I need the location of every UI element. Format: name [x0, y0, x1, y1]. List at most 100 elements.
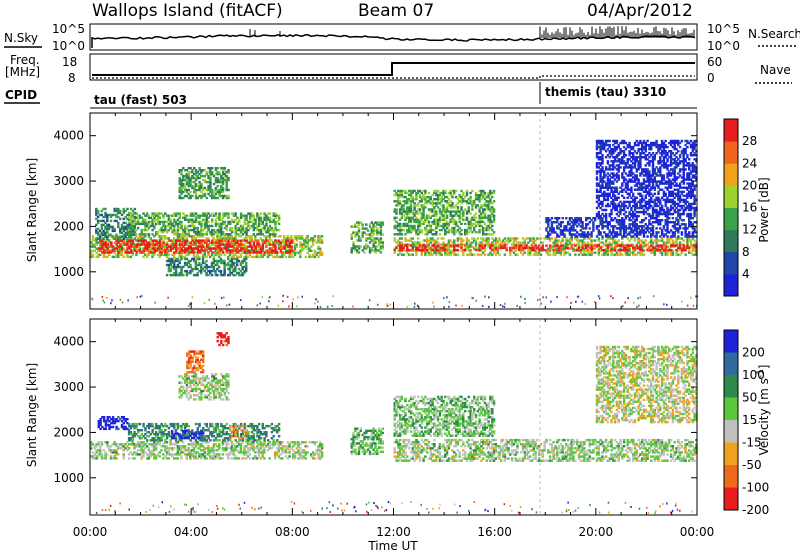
heatmap-cell [147, 214, 151, 217]
heatmap-cell [187, 178, 190, 182]
heatmap-cell [471, 241, 474, 244]
heatmap-cell [478, 206, 481, 209]
heatmap-cell [482, 251, 485, 254]
heatmap-cell [559, 253, 563, 256]
heatmap-cell [124, 249, 127, 252]
heatmap-cell [310, 249, 313, 252]
heatmap-cell [424, 253, 427, 256]
heatmap-cell [639, 244, 642, 247]
heatmap-cell [576, 217, 579, 220]
heatmap-cell [402, 224, 405, 228]
heatmap-cell [194, 218, 198, 221]
heatmap-cell [666, 221, 669, 224]
heatmap-cell [695, 231, 698, 234]
heatmap-cell [198, 216, 201, 219]
heatmap-cell [196, 255, 199, 259]
heatmap-cell [200, 271, 203, 275]
heatmap-cell [427, 191, 431, 195]
heatmap-cell [368, 249, 372, 252]
heatmap-cell [203, 222, 207, 226]
heatmap-cell [230, 257, 233, 261]
heatmap-cell [229, 233, 232, 236]
heatmap-cell [651, 241, 655, 244]
heatmap-cell [174, 212, 178, 215]
heatmap-cell [241, 261, 244, 265]
heatmap-cell [487, 228, 490, 232]
heatmap-cell [162, 222, 165, 226]
heatmap-cell [205, 241, 209, 244]
heatmap-cell [189, 245, 192, 248]
heatmap-cell [185, 233, 189, 236]
heatmap-cell [662, 227, 666, 230]
heatmap-cell [207, 174, 210, 178]
heatmap-cell [267, 218, 270, 221]
heatmap-cell [122, 221, 125, 225]
heatmap-cell [417, 222, 420, 226]
heatmap-cell [144, 243, 147, 246]
heatmap-cell [398, 251, 402, 254]
heatmap-cell [438, 243, 442, 246]
heatmap-cell [651, 225, 655, 228]
heatmap-cell [265, 228, 268, 232]
heatmap-cell [613, 174, 617, 177]
heatmap-cell [207, 265, 210, 269]
heatmap-cell [435, 212, 438, 215]
heatmap-cell [577, 245, 581, 248]
heatmap-cell [223, 214, 227, 217]
heatmap-cell [129, 218, 133, 221]
heatmap-cell [608, 229, 611, 232]
heatmap-cell [565, 251, 568, 254]
heatmap-cell [126, 217, 129, 221]
heatmap-cell [372, 231, 375, 234]
heatmap-cell [599, 206, 602, 210]
heatmap-cell [274, 228, 277, 232]
heatmap-cell [173, 245, 176, 248]
heatmap-cell [444, 231, 447, 234]
heatmap-cell [588, 237, 591, 240]
heatmap-cell [413, 204, 416, 207]
heatmap-cell [655, 231, 658, 234]
heatmap-cell [474, 191, 478, 195]
heatmap-cell [254, 222, 257, 226]
heatmap-cell [173, 251, 176, 254]
heatmap-cell [99, 253, 102, 257]
heatmap-cell [135, 222, 138, 226]
heatmap-cell [621, 217, 624, 220]
heatmap-cell [216, 247, 219, 250]
heatmap-cell [530, 244, 534, 247]
heatmap-cell [189, 247, 192, 250]
heatmap-cell [523, 244, 526, 247]
heatmap-cell [610, 176, 613, 179]
heatmap-cell [467, 198, 470, 201]
heatmap-cell [259, 247, 263, 250]
heatmap-cell [232, 245, 235, 248]
heatmap-cell [411, 243, 414, 246]
heatmap-cell [144, 253, 147, 257]
heatmap-cell [221, 180, 225, 184]
heatmap-cell [151, 214, 154, 217]
heatmap-cell [100, 227, 103, 231]
heatmap-cell [270, 243, 274, 246]
heatmap-cell [458, 200, 461, 203]
heatmap-cell [489, 198, 492, 201]
heatmap-cell [608, 186, 611, 189]
heatmap-cell [252, 249, 256, 252]
heatmap-cell [601, 182, 604, 185]
heatmap-cell [615, 219, 619, 222]
heatmap-cell [205, 180, 208, 184]
heatmap-cell [176, 233, 180, 236]
heatmap-cell [628, 217, 631, 220]
heatmap-cell [595, 188, 599, 191]
heatmap-cell [646, 248, 649, 252]
heatmap-cell [653, 251, 656, 254]
heatmap-cell [247, 224, 250, 228]
heatmap-cell [228, 273, 232, 277]
heatmap-cell [306, 237, 309, 240]
nsky-panel: N.Sky 10^5 10^0 10^5 10^0 N.Search [4, 22, 800, 53]
heatmap-cell [230, 226, 234, 230]
heatmap-cell [290, 251, 293, 254]
heatmap-cell [408, 193, 411, 197]
heatmap-cell [682, 223, 685, 226]
heatmap-cell [617, 233, 620, 236]
heatmap-cell [445, 220, 449, 224]
